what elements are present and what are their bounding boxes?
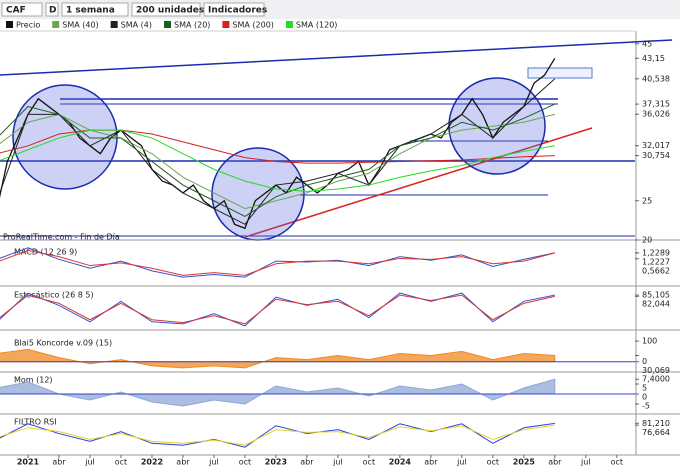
- y-tick-label: 76,664: [642, 428, 670, 437]
- y-tick-label: 25: [642, 196, 652, 205]
- y-tick-label: 7,4000: [642, 375, 670, 384]
- panel-title-box: [2, 247, 102, 257]
- y-tick-label: 85,105: [642, 291, 670, 300]
- panel-title: Mom (12): [14, 376, 53, 385]
- series-line: [0, 294, 555, 325]
- panel-title: Estocástico (26 8 5): [14, 291, 94, 300]
- x-tick-label: abr: [300, 458, 314, 467]
- x-tick-label: jul: [456, 458, 467, 467]
- panel-title: MACD (12 26 9): [14, 248, 77, 257]
- target-box: [527, 67, 593, 79]
- x-tick-label: oct: [363, 458, 375, 467]
- units[interactable]: 200 unidades: [136, 6, 204, 16]
- y-tick-label: 81,210: [642, 419, 670, 428]
- trend-line: [0, 39, 673, 76]
- trend-line: [244, 127, 593, 238]
- y-tick-label: 20: [642, 236, 652, 245]
- symbol[interactable]: CAF: [6, 6, 26, 16]
- y-tick-label: 82,044: [642, 300, 670, 309]
- y-tick-label: 32,017: [642, 141, 670, 150]
- x-tick-label: 2023: [265, 458, 287, 467]
- x-tick-label: jul: [332, 458, 343, 467]
- panel-title-box: [2, 417, 102, 427]
- x-tick-label: oct: [487, 458, 499, 467]
- y-tick-label: 0: [642, 357, 647, 366]
- panel-title: FILTRO RSI: [14, 418, 57, 427]
- legend-swatch: [110, 21, 118, 28]
- y-tick-label: 1,2289: [642, 248, 670, 257]
- x-tick-label: jul: [84, 458, 95, 467]
- indicators-box[interactable]: [203, 2, 265, 17]
- panel-title-box: [2, 338, 102, 348]
- y-tick-label: 0: [642, 393, 647, 402]
- x-tick-label: abr: [424, 458, 438, 467]
- y-tick-label: 40,538: [642, 74, 670, 83]
- legend-label: SMA (4): [121, 21, 152, 30]
- y-tick-label: -5: [642, 402, 650, 411]
- panel-title-box: [2, 290, 102, 300]
- x-tick-label: oct: [611, 458, 623, 467]
- series-line: [0, 292, 555, 327]
- legend-label: SMA (20): [174, 21, 210, 30]
- legend-label: Precio: [16, 21, 40, 30]
- legend-swatch: [285, 21, 293, 28]
- x-tick-label: 2021: [17, 458, 40, 467]
- x-tick-label: 2022: [141, 458, 163, 467]
- x-tick-label: 2025: [513, 458, 536, 467]
- mode-box[interactable]: [45, 2, 59, 17]
- y-tick-label: 30,069: [642, 366, 670, 375]
- period-box[interactable]: [61, 2, 129, 17]
- x-tick-label: jul: [208, 458, 219, 467]
- x-tick-label: abr: [548, 458, 562, 467]
- y-tick-label: 5: [642, 384, 647, 393]
- panel-title: Blai5 Koncorde v.09 (15): [14, 339, 112, 348]
- x-tick-label: oct: [239, 458, 251, 467]
- mode[interactable]: D: [49, 6, 56, 16]
- y-tick-label: 0,5662: [642, 266, 670, 275]
- legend-label: SMA (120): [296, 21, 338, 30]
- series-line: [0, 247, 555, 278]
- x-tick-label: jul: [580, 458, 591, 467]
- series-line: [0, 78, 556, 225]
- y-tick-label: 100: [642, 337, 657, 346]
- legend-swatch: [222, 21, 230, 28]
- y-tick-label: 1,2227: [642, 257, 670, 266]
- y-tick-label: 36,026: [642, 110, 670, 119]
- series-line: [0, 249, 555, 276]
- y-tick-label: 45: [642, 39, 652, 48]
- legend-swatch: [52, 21, 60, 28]
- panel-title-box: [2, 375, 102, 385]
- x-tick-label: oct: [115, 458, 127, 467]
- series-line: [0, 422, 555, 448]
- y-tick-label: 37,315: [642, 100, 670, 109]
- legend-swatch: [6, 21, 13, 28]
- y-tick-label: 30,754: [642, 151, 670, 160]
- x-tick-label: abr: [176, 458, 190, 467]
- units-box[interactable]: [131, 2, 201, 17]
- legend-swatch: [163, 21, 171, 28]
- y-tick-label: 43,15: [642, 54, 665, 63]
- legend-label: SMA (200): [232, 21, 274, 30]
- period[interactable]: 1 semana: [66, 6, 115, 16]
- series-area: [0, 348, 556, 369]
- x-tick-label: abr: [52, 458, 66, 467]
- annotation: ProRealTime.com - Fin de Día: [3, 233, 120, 242]
- x-tick-label: 2024: [389, 458, 412, 467]
- series-line: [0, 129, 555, 192]
- series-line: [0, 424, 555, 446]
- series-line: [0, 103, 556, 218]
- indicators[interactable]: Indicadores: [208, 6, 267, 16]
- legend-label: SMA (40): [62, 21, 98, 30]
- symbol-box[interactable]: [1, 2, 43, 17]
- zone-circle: [12, 84, 118, 190]
